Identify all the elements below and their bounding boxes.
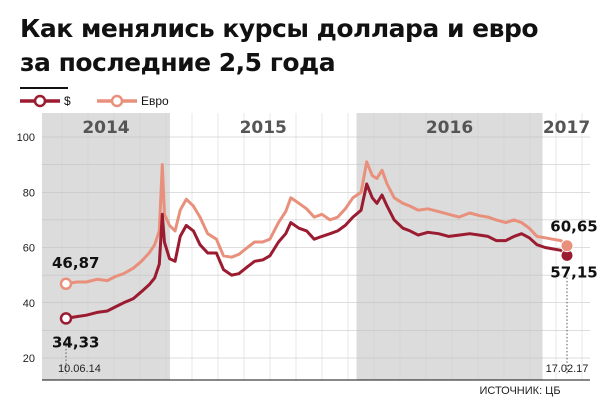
endpoint-markers (59, 239, 574, 325)
year-label-2017: 2017 (543, 118, 590, 138)
legend: $ Евро (20, 94, 169, 108)
year-label-2016: 2016 (426, 118, 473, 138)
date-guides: 10.06.14 17.02.17 (58, 277, 588, 375)
legend-label-eur: Евро (141, 94, 169, 108)
title-underline (20, 87, 68, 89)
legend-swatch-marker-usd (33, 94, 47, 108)
value-labels: 46,87 34,33 60,65 57,15 (52, 218, 598, 352)
y-tick-label: 80 (23, 187, 35, 199)
y-tick-label: 100 (17, 132, 35, 144)
start-value-label-usd: 34,33 (52, 333, 99, 351)
series-line-eur (64, 160, 569, 286)
start-point-usd (59, 312, 73, 325)
year-bands (42, 113, 543, 380)
y-axis: 20 40 60 80 100 (17, 132, 35, 365)
series-lines (64, 160, 569, 320)
start-date-label: 10.06.14 (58, 363, 101, 375)
year-label-2014: 2014 (82, 118, 129, 138)
year-labels: 2014 2015 2016 2017 (82, 118, 590, 138)
year-label-2015: 2015 (240, 118, 287, 138)
y-tick-label: 60 (23, 243, 35, 255)
legend-label-usd: $ (64, 94, 71, 108)
end-point-eur (560, 239, 574, 253)
y-tick-label: 40 (23, 298, 35, 310)
chart-title-line-2: за последние 2,5 года (20, 48, 336, 77)
y-tick-label: 20 (23, 353, 35, 365)
series-line-usd (64, 182, 569, 320)
start-value-label-eur: 46,87 (52, 254, 99, 272)
year-band-2016 (356, 113, 543, 380)
source-note: ИСТОЧНИК: ЦБ (479, 385, 560, 397)
chart-title-line-1: Как менялись курсы доллара и евро (20, 14, 539, 43)
end-value-label-eur: 60,65 (550, 218, 597, 236)
legend-swatch-marker-eur (110, 94, 124, 108)
start-point-eur (59, 277, 73, 291)
end-date-label: 17.02.17 (546, 363, 589, 375)
end-value-label-usd: 57,15 (550, 263, 597, 281)
year-band-2014 (42, 113, 170, 380)
